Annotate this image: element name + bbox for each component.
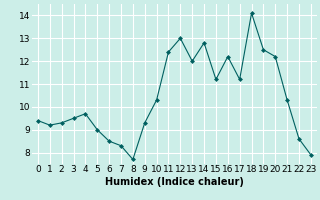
X-axis label: Humidex (Indice chaleur): Humidex (Indice chaleur) bbox=[105, 177, 244, 187]
